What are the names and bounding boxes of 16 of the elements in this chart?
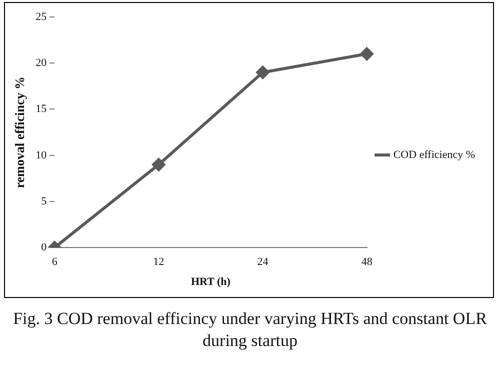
x-tick-label: 48 xyxy=(361,256,373,268)
x-tick-label: 6 xyxy=(52,256,58,268)
y-tick-label: 25 xyxy=(36,10,48,23)
x-axis-title: HRT (h) xyxy=(190,276,231,288)
caption: Fig. 3 COD removal efficincy under varying HRTs and constant OLR during startup xyxy=(12,308,488,352)
y-tick-label: 5 xyxy=(41,195,48,208)
legend-label: COD efficiency % xyxy=(393,148,476,161)
x-tick-label: 12 xyxy=(153,256,164,268)
x-tick-label: 24 xyxy=(257,256,269,268)
y-tick-label: 15 xyxy=(36,103,48,116)
point xyxy=(256,66,270,79)
y-tick-label: 10 xyxy=(36,149,48,162)
y-axis-title: removal efficincy % xyxy=(12,76,28,188)
point xyxy=(360,47,374,60)
y-tick-label: 0 xyxy=(41,241,48,254)
y-tick-label: 20 xyxy=(36,57,48,70)
